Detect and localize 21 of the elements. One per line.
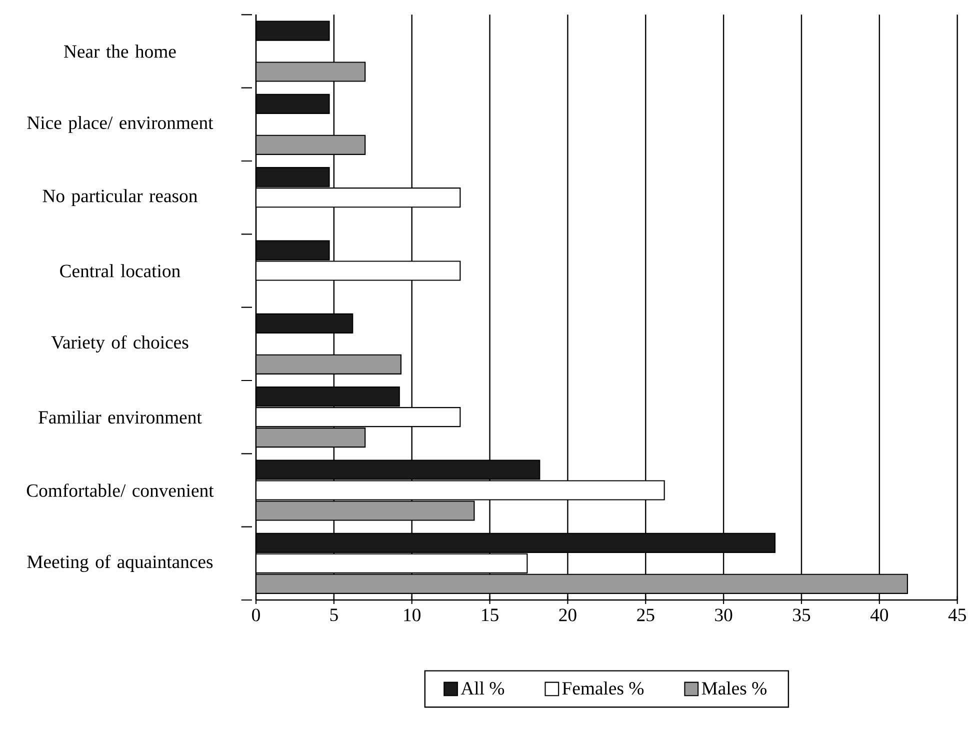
- legend-label: Males %: [702, 682, 766, 695]
- y-tick-label: No particular reason: [42, 189, 198, 206]
- y-tick-label: Near the home: [64, 44, 176, 58]
- x-tick-label: 20: [559, 608, 576, 622]
- x-tick-label: 15: [482, 608, 498, 622]
- x-tick-label: 5: [330, 608, 338, 622]
- y-tick-label: Variety of choices: [51, 335, 188, 353]
- x-tick-label: 0: [252, 608, 260, 622]
- x-tick-label: 10: [404, 608, 420, 622]
- x-tick-label: 40: [870, 608, 888, 622]
- y-tick-label: Nice place/ environment: [27, 116, 214, 134]
- x-tick-label: 45: [948, 608, 966, 622]
- legend-label: All %: [460, 682, 504, 695]
- x-tick-label: 30: [715, 608, 732, 622]
- y-tick-label: Comfortable/ convenient: [26, 484, 214, 498]
- legend-label: Females %: [562, 682, 644, 695]
- y-tick-label: Familiar environment: [38, 410, 202, 424]
- x-tick-label: 25: [637, 608, 654, 622]
- x-tick-label: 35: [793, 608, 810, 622]
- y-tick-label: Central location: [60, 264, 180, 278]
- y-tick-label: Meeting of aquaintances: [27, 554, 213, 572]
